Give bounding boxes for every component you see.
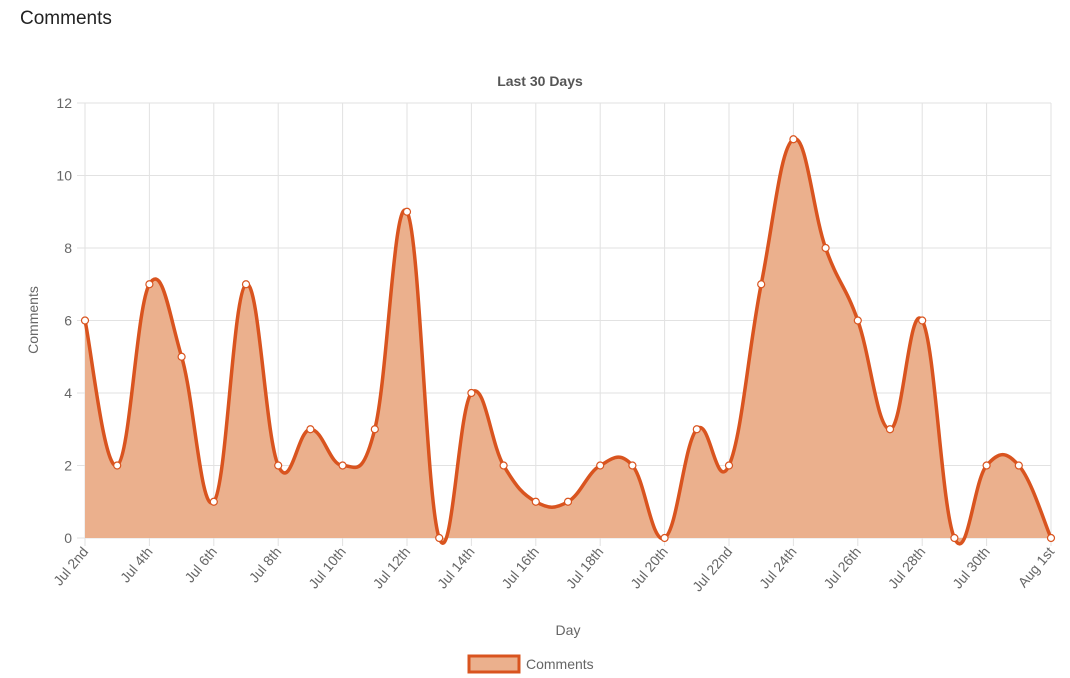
legend-label[interactable]: Comments bbox=[526, 656, 594, 672]
data-point[interactable] bbox=[757, 280, 766, 289]
data-point[interactable] bbox=[950, 533, 959, 543]
data-point[interactable] bbox=[402, 207, 412, 216]
data-point[interactable] bbox=[563, 497, 573, 506]
x-tick-label: Jul 14th bbox=[434, 544, 478, 592]
data-point[interactable] bbox=[274, 461, 283, 470]
legend-swatch[interactable] bbox=[467, 654, 521, 674]
data-point[interactable] bbox=[982, 461, 991, 470]
y-tick-label: 12 bbox=[56, 95, 72, 111]
x-tick-label: Jul 28th bbox=[885, 544, 929, 592]
x-tick-label: Jul 18th bbox=[563, 544, 607, 592]
x-tick-label: Jul 16th bbox=[498, 544, 542, 592]
data-point[interactable] bbox=[724, 461, 734, 470]
y-tick-label: 8 bbox=[64, 240, 72, 256]
data-point[interactable] bbox=[80, 316, 90, 325]
x-tick-label: Jul 26th bbox=[820, 544, 864, 592]
data-point[interactable] bbox=[467, 388, 476, 398]
y-axis-label: Comments bbox=[25, 286, 41, 354]
data-point[interactable] bbox=[499, 461, 508, 470]
legend[interactable]: Comments bbox=[467, 654, 594, 674]
x-tick-label: Jul 10th bbox=[305, 544, 349, 592]
x-tick-label: Jul 2nd bbox=[50, 544, 91, 589]
data-points bbox=[80, 135, 1056, 543]
data-point[interactable] bbox=[113, 461, 122, 470]
x-tick-label: Jul 20th bbox=[627, 544, 671, 592]
y-axis-ticks: 0 2 4 6 8 10 12 bbox=[56, 95, 72, 546]
data-point[interactable] bbox=[821, 243, 830, 253]
data-point[interactable] bbox=[338, 461, 347, 470]
data-point[interactable] bbox=[177, 352, 186, 361]
y-tick-label: 4 bbox=[64, 385, 72, 401]
series-area bbox=[85, 138, 1051, 544]
x-tick-label: Jul 6th bbox=[181, 544, 220, 586]
data-point[interactable] bbox=[885, 425, 895, 434]
data-point[interactable] bbox=[853, 316, 862, 325]
x-tick-label: Jul 24th bbox=[756, 544, 800, 592]
chart-title: Last 30 Days bbox=[497, 73, 583, 89]
x-tick-label: Jul 8th bbox=[246, 544, 285, 586]
data-point[interactable] bbox=[789, 135, 798, 144]
data-point[interactable] bbox=[596, 461, 605, 470]
x-axis-label: Day bbox=[556, 622, 581, 638]
x-tick-label: Jul 30th bbox=[949, 544, 993, 592]
data-point[interactable] bbox=[306, 425, 315, 434]
y-tick-label: 6 bbox=[64, 313, 72, 329]
data-point[interactable] bbox=[145, 280, 154, 289]
page-title: Comments bbox=[20, 8, 112, 29]
data-point[interactable] bbox=[1046, 533, 1056, 543]
data-point[interactable] bbox=[241, 280, 251, 289]
data-point[interactable] bbox=[370, 425, 379, 434]
data-point[interactable] bbox=[918, 316, 927, 325]
data-point[interactable] bbox=[435, 533, 444, 543]
data-point[interactable] bbox=[692, 425, 701, 434]
y-tick-label: 2 bbox=[64, 458, 72, 474]
x-tick-label: Jul 4th bbox=[117, 544, 156, 586]
y-tick-label: 10 bbox=[56, 168, 72, 184]
data-point[interactable] bbox=[628, 461, 637, 470]
x-axis-ticks: Jul 2nd Jul 4th Jul 6th Jul 8th Jul 10th Jul … bbox=[50, 544, 1057, 595]
data-point[interactable] bbox=[531, 497, 540, 506]
data-point[interactable] bbox=[209, 497, 218, 506]
x-tick-label: Jul 12th bbox=[370, 544, 414, 592]
x-tick-label: Aug 1st bbox=[1015, 544, 1058, 591]
data-point[interactable] bbox=[660, 533, 669, 543]
data-point[interactable] bbox=[1014, 461, 1023, 470]
x-tick-label: Jul 22nd bbox=[689, 544, 735, 595]
y-tick-label: 0 bbox=[64, 530, 72, 546]
